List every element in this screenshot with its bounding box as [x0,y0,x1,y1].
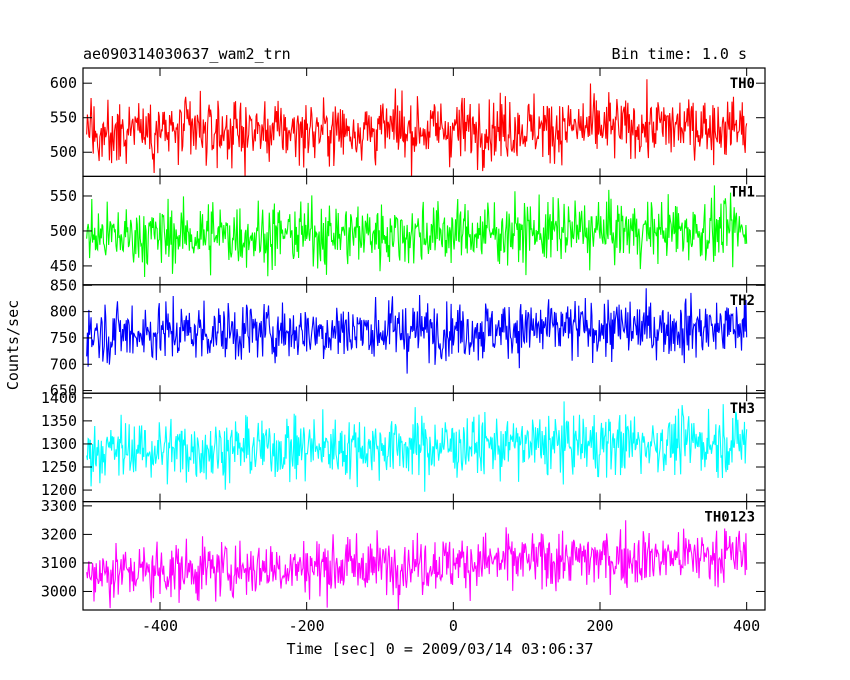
series-line-th2 [86,288,748,374]
y-tick-label: 800 [50,303,77,321]
panel-label-th1: TH1 [730,184,755,200]
panels-group: 500 550 600 TH0 450 500 550 TH1 650 700 750 800 850 T… [41,67,766,635]
y-tick-label: 3000 [41,582,77,600]
panel-th1: 450 500 550 TH1 [50,175,766,286]
y-tick-label: 1300 [41,435,77,453]
y-tick-label: 850 [50,276,77,294]
y-tick-label: 500 [50,143,77,161]
y-tick-label: 1400 [41,389,77,407]
x-axis-title: Time [sec] 0 = 2009/03/14 03:06:37 [286,640,593,658]
y-tick-label: 550 [50,109,77,127]
x-tick-label: 0 [449,617,458,635]
x-tick-label: 200 [586,617,613,635]
y-tick-label: 1200 [41,481,77,499]
y-tick-label: 450 [50,257,77,275]
panel-frame [82,67,766,178]
chart-title: ae090314030637_wam2_trn [83,45,291,63]
panel-th0123: 3000 3100 3200 3300 TH0123 [41,497,766,611]
y-tick-label: 650 [50,382,77,400]
y-tick-label: 3200 [41,525,77,543]
panel-label-th3: TH3 [730,401,755,417]
panel-th0: 500 550 600 TH0 [50,67,766,178]
panel-label-th0: TH0 [730,76,755,92]
x-tick-label: 400 [733,617,760,635]
y-tick-label: 750 [50,329,77,347]
y-tick-label: 700 [50,355,77,373]
series-line-th0123 [86,520,748,610]
y-tick-label: 1350 [41,412,77,430]
y-tick-label: 1250 [41,458,77,476]
panel-th3: 1200 1250 1300 1350 1400 TH3 [41,389,766,503]
panel-label-th0123: TH0123 [704,510,755,526]
y-tick-label: 3300 [41,497,77,515]
y-axis-title: Counts/sec [4,300,22,390]
bin-time-label: Bin time: 1.0 s [612,45,747,63]
panel-th2: 650 700 750 800 850 TH2 [50,276,766,400]
series-line-th0 [86,79,748,177]
y-tick-label: 600 [50,74,77,92]
panel-frame [82,501,766,611]
y-tick-label: 550 [50,187,77,205]
y-tick-label: 3100 [41,554,77,572]
x-tick-label: -200 [289,617,325,635]
y-tick-label: 500 [50,222,77,240]
series-line-th1 [86,185,748,278]
panel-label-th2: TH2 [730,293,755,309]
series-line-th3 [86,401,748,492]
x-tick-label: -400 [142,617,178,635]
